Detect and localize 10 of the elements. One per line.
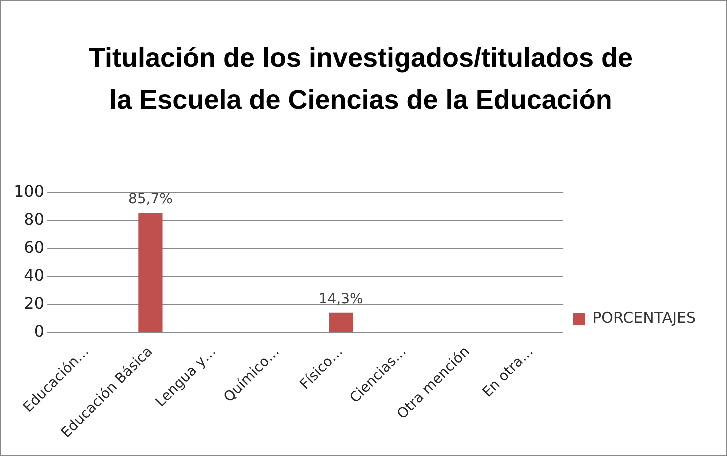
data-label: 85,7% xyxy=(128,192,173,208)
data-label: 14,3% xyxy=(318,291,364,308)
chart-title: Titulación de los investigados/titulados de la Escuela de Ciencias de la Educación xyxy=(88,42,634,117)
y-tick-label: 0 xyxy=(34,322,45,342)
y-tick-label: 40 xyxy=(24,266,45,286)
legend-label: PORCENTAJES xyxy=(592,308,696,327)
y-tick-label: 20 xyxy=(24,294,45,314)
y-tick-label: 100 xyxy=(14,182,45,202)
y-tick-label: 80 xyxy=(24,210,45,230)
y-tick-label: 60 xyxy=(24,238,45,258)
